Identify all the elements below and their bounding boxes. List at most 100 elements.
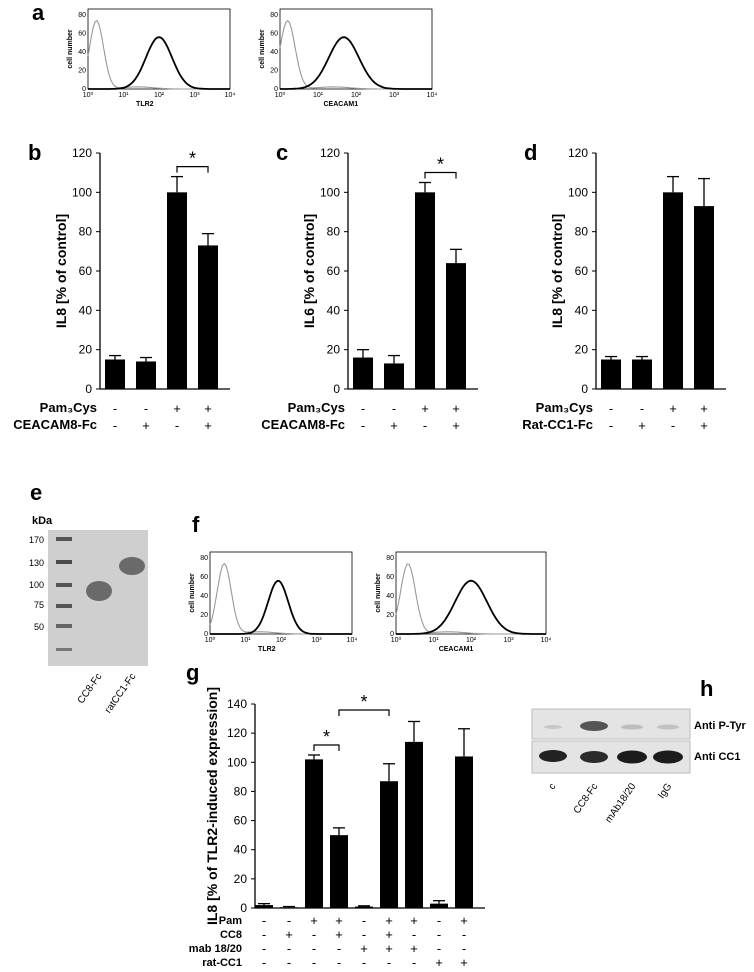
sign-label: - (437, 927, 441, 942)
sign-label: - (262, 913, 266, 928)
y-tick-label: 120 (227, 726, 247, 740)
y-tick-label: 20 (78, 68, 86, 75)
bar-chart-b: 0 20 40 60 80 100 120 IL8 [% of control] * Pam₃Cy… (13, 146, 230, 433)
wb-lane-mab: mAb18/20 (603, 781, 638, 825)
sign-label: - (392, 401, 396, 416)
sign-label: + (700, 418, 708, 433)
antibody-curve (280, 36, 432, 90)
y-tick-label: 100 (227, 755, 247, 769)
sign-label: + (460, 955, 468, 970)
y-tick-label: 40 (575, 303, 589, 317)
plot-frame (87, 8, 231, 90)
panel-letter-e: e (30, 480, 42, 505)
bar (632, 359, 652, 389)
panel-letter-d: d (524, 140, 537, 165)
sign-label: - (412, 927, 416, 942)
band-ptyr-igg (657, 724, 679, 730)
isotype-curve (395, 563, 546, 635)
bar (355, 906, 373, 908)
sign-label: - (113, 418, 117, 433)
x-tick-label: 10⁰ (275, 91, 286, 99)
sign-label: - (337, 941, 341, 956)
significance-star: * (360, 692, 367, 712)
sign-label: + (385, 941, 393, 956)
bar-chart-c: 0 20 40 60 80 100 120 IL6 [% of control] * Pam₃Cy… (261, 146, 478, 433)
y-tick-label: 0 (581, 382, 588, 396)
x-tick-label: 10⁰ (83, 91, 94, 99)
marker-100: 100 (29, 580, 44, 590)
sign-label: + (385, 927, 393, 942)
y-tick-label: 20 (575, 343, 589, 357)
band-ptyr-mab (621, 724, 643, 730)
y-tick-label: 20 (386, 612, 394, 619)
isotype-curve (87, 19, 230, 90)
sign-label: - (609, 401, 613, 416)
sign-label: - (337, 955, 341, 970)
row-label: Pam₃Cys (40, 400, 97, 415)
ladder-band (56, 537, 72, 541)
sign-label: + (390, 418, 398, 433)
wb-lane-c: c (547, 781, 559, 791)
x-tick-label: 10³ (389, 92, 400, 99)
y-tick-label: 40 (386, 593, 394, 600)
x-tick-label: 10⁴ (541, 637, 552, 644)
panel-letter-a: a (32, 0, 45, 25)
y-tick-label: 80 (575, 225, 589, 239)
bar (430, 903, 448, 908)
sign-label: + (204, 401, 212, 416)
x-tick-label: 10¹ (428, 637, 439, 644)
sign-label: + (285, 927, 293, 942)
sign-label: + (360, 941, 368, 956)
wb-lane-cc8-fc: CC8-Fc (572, 781, 601, 816)
row-label: Pam (219, 915, 242, 927)
significance-star: * (437, 155, 444, 175)
bar-chart-d: 0 20 40 60 80 100 120 IL8 [% of control] Pam₃Cys… (522, 146, 726, 433)
band-ratcc1-fc (119, 557, 145, 575)
lane-label-cc8-fc: CC8-Fc (76, 671, 105, 706)
antibody-curve (88, 36, 230, 90)
x-tick-label: 10⁰ (205, 636, 216, 644)
x-tick-label: 10² (351, 92, 362, 99)
x-tick-label: 10¹ (313, 92, 324, 99)
bar (601, 359, 621, 389)
bar (105, 359, 125, 389)
significance-bracket (338, 709, 390, 716)
x-tick-label: 10⁴ (347, 637, 358, 644)
y-axis-title: cell number (375, 573, 382, 613)
flow-histogram-a-ceacam1: 0 20 40 60 80 10⁰ 10¹ 10² 10³ 10⁴ cell number CEACA… (259, 8, 438, 108)
ladder-band (56, 560, 72, 564)
significance-star: * (323, 727, 330, 747)
sign-label: - (113, 401, 117, 416)
panel-letter-g: g (186, 660, 199, 685)
ladder-band (56, 648, 72, 651)
band-ptyr-c (544, 725, 562, 729)
sign-label: - (423, 418, 427, 433)
x-tick-label: 10⁴ (427, 92, 438, 99)
y-tick-label: 20 (200, 612, 208, 619)
wb-label-ptyr: Anti P-Tyr (694, 720, 746, 732)
bar (136, 361, 156, 389)
panel-letter-f: f (192, 512, 200, 537)
row-label: mab 18/20 (189, 943, 242, 955)
wb-lane-igg: IgG (656, 781, 674, 801)
sign-label: + (410, 913, 418, 928)
x-tick-label: 10³ (503, 637, 514, 644)
y-tick-label: 40 (79, 303, 93, 317)
sign-label: - (312, 941, 316, 956)
sign-label: - (312, 955, 316, 970)
x-tick-label: 10² (276, 637, 287, 644)
y-tick-label: 0 (240, 901, 247, 915)
band-ptyr-cc8 (580, 721, 608, 731)
bar (694, 206, 714, 389)
bar (446, 263, 466, 389)
y-tick-label: 60 (575, 264, 589, 278)
sign-label: - (312, 927, 316, 942)
sign-label: - (262, 927, 266, 942)
bar-chart-g: 0 20 40 60 80 100 120 140 IL8 [% of TLR2-induced… (189, 687, 485, 970)
y-tick-label: 0 (390, 631, 394, 638)
x-tick-label: 10³ (311, 637, 322, 644)
x-tick-label: 10³ (189, 92, 200, 99)
sign-label: - (412, 955, 416, 970)
sign-label: - (362, 913, 366, 928)
sign-label: + (421, 401, 429, 416)
